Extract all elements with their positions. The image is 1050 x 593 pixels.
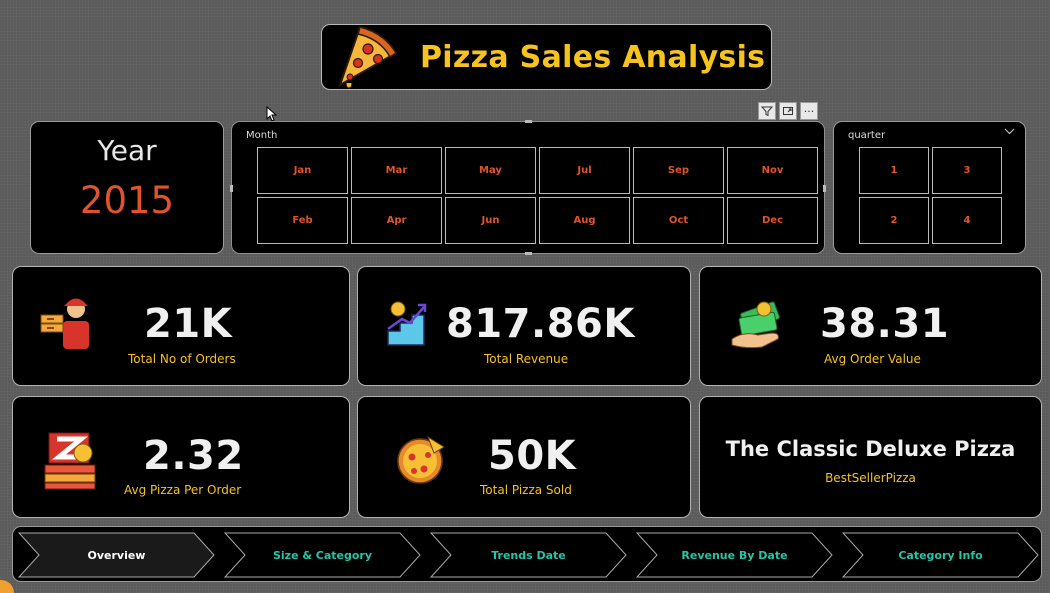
month-tile-feb[interactable]: Feb <box>257 197 348 244</box>
nav-arrow-shape <box>636 532 833 578</box>
whole-pizza-icon <box>397 435 445 484</box>
month-tile-mar[interactable]: Mar <box>351 147 442 194</box>
nav-size-category[interactable]: Size & Category <box>224 532 421 578</box>
delivery-person-icon <box>40 298 89 349</box>
resize-handle-top[interactable] <box>525 120 532 123</box>
quarter-tile-3[interactable]: 3 <box>932 147 1002 194</box>
month-tile-apr[interactable]: Apr <box>351 197 442 244</box>
month-tile-grid: Jan Mar May Jul Sep Nov Feb Apr Jun Aug … <box>257 147 818 244</box>
best-seller-pizza-name: The Classic Deluxe Pizza <box>725 437 1016 461</box>
more-options-glyph: ··· <box>803 104 815 118</box>
visual-header: ··· <box>758 102 818 120</box>
filter-icon[interactable] <box>758 102 776 120</box>
kpi-card-total-pizza-sold: 50K Total Pizza Sold <box>357 396 691 518</box>
nav-overview-label: Overview <box>87 548 146 562</box>
resize-handle-left[interactable] <box>230 185 233 192</box>
corner-decoration <box>0 580 14 593</box>
month-slicer-title: Month <box>246 130 278 141</box>
quarter-slicer: quarter 1 3 2 4 <box>833 121 1026 254</box>
month-tile-sep[interactable]: Sep <box>633 147 724 194</box>
quarter-tile-1[interactable]: 1 <box>859 147 929 194</box>
nav-revenue-by-date[interactable]: Revenue By Date <box>636 532 833 578</box>
quarter-tile-grid: 1 3 2 4 <box>859 147 1002 244</box>
best-seller-label: BestSellerPizza <box>825 471 916 485</box>
more-options-icon[interactable]: ··· <box>800 102 818 120</box>
chevron-down-icon[interactable] <box>1004 128 1015 135</box>
kpi-value-avg-pizza-per-order: 2.32 <box>143 433 244 479</box>
report-title-banner: Pizza Sales Analysis <box>321 24 772 90</box>
resize-handle-bottom[interactable] <box>525 252 532 255</box>
kpi-label-total-pizza-sold: Total Pizza Sold <box>480 483 572 497</box>
month-tile-nov[interactable]: Nov <box>727 147 818 194</box>
kpi-card-best-seller: The Classic Deluxe Pizza BestSellerPizza <box>699 396 1042 518</box>
pizza-box-icon <box>44 432 96 490</box>
kpi-label-total-revenue: Total Revenue <box>484 352 569 366</box>
kpi-value-avg-order-value: 38.31 <box>820 301 950 347</box>
month-tile-jun[interactable]: Jun <box>445 197 536 244</box>
kpi-value-total-pizza-sold: 50K <box>488 433 577 479</box>
nav-trends-date[interactable]: Trends Date <box>430 532 627 578</box>
kpi-card-total-revenue: 817.86K Total Revenue <box>357 266 691 386</box>
nav-arrow-shape <box>224 532 421 578</box>
month-tile-oct[interactable]: Oct <box>633 197 724 244</box>
kpi-value-total-revenue: 817.86K <box>446 301 635 347</box>
kpi-label-total-orders: Total No of Orders <box>128 352 236 366</box>
quarter-tile-2[interactable]: 2 <box>859 197 929 244</box>
focus-mode-icon[interactable] <box>779 102 797 120</box>
kpi-card-avg-pizza-per-order: 2.32 Avg Pizza Per Order <box>12 396 350 518</box>
page-title: Pizza Sales Analysis <box>420 39 766 75</box>
nav-category-info-label: Category Info <box>898 548 983 562</box>
page-navigation-bar: Overview Size & Category Trends Date Rev… <box>12 526 1042 582</box>
nav-arrow-shape <box>430 532 627 578</box>
month-tile-aug[interactable]: Aug <box>539 197 630 244</box>
kpi-label-avg-order-value: Avg Order Value <box>824 352 921 366</box>
quarter-slicer-title: quarter <box>848 130 886 141</box>
pizza-slice-icon <box>338 25 398 89</box>
nav-arrow-shape <box>842 532 1039 578</box>
mouse-cursor-icon <box>266 106 278 122</box>
month-slicer: Month Jan Mar May Jul Sep Nov Feb Apr Ju… <box>230 120 826 255</box>
year-value: 2015 <box>79 179 175 222</box>
kpi-card-total-orders: 21K Total No of Orders <box>12 266 350 386</box>
kpi-card-avg-order-value: 38.31 Avg Order Value <box>699 266 1042 386</box>
month-tile-jul[interactable]: Jul <box>539 147 630 194</box>
resize-handle-right[interactable] <box>823 185 826 192</box>
year-card: Year 2015 <box>30 121 224 254</box>
revenue-growth-icon <box>387 301 427 346</box>
month-tile-dec[interactable]: Dec <box>727 197 818 244</box>
month-tile-jan[interactable]: Jan <box>257 147 348 194</box>
quarter-tile-4[interactable]: 4 <box>932 197 1002 244</box>
nav-trends-date-label: Trends Date <box>491 548 566 562</box>
money-hand-icon <box>731 301 780 349</box>
year-label: Year <box>97 134 157 167</box>
kpi-value-total-orders: 21K <box>144 301 233 347</box>
nav-revenue-by-date-label: Revenue By Date <box>681 548 788 562</box>
nav-category-info[interactable]: Category Info <box>842 532 1039 578</box>
nav-overview[interactable]: Overview <box>18 532 215 578</box>
kpi-label-avg-pizza-per-order: Avg Pizza Per Order <box>124 483 242 497</box>
nav-size-category-label: Size & Category <box>272 548 373 562</box>
month-tile-may[interactable]: May <box>445 147 536 194</box>
nav-arrow-shape <box>18 532 215 578</box>
